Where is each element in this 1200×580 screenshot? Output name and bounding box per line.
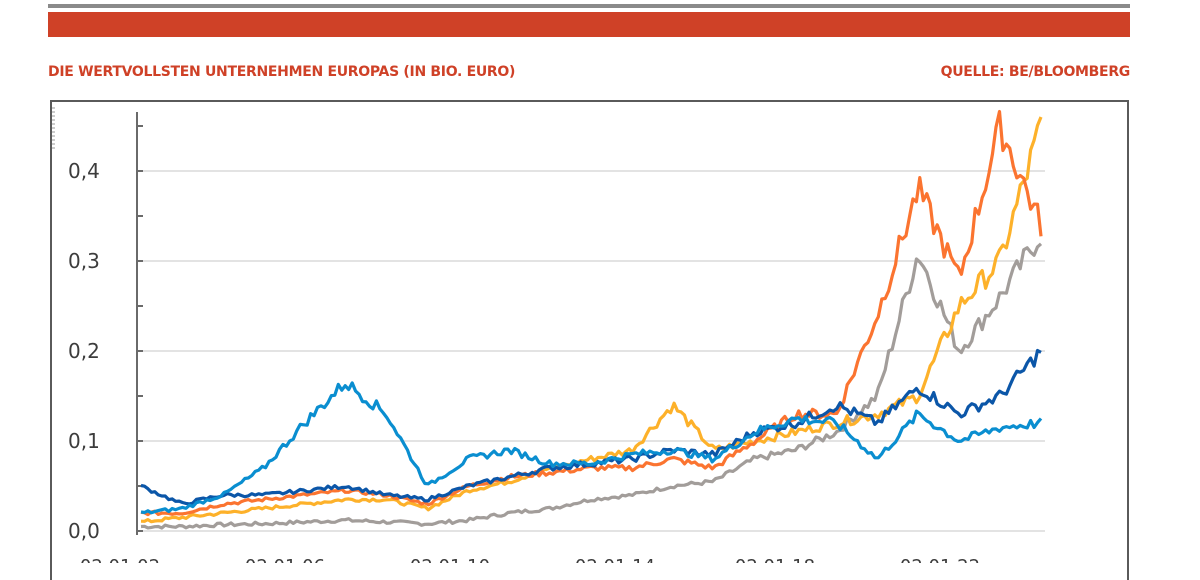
y-tick-label: 0,4 xyxy=(68,159,100,183)
chart-title: DIE WERTVOLLSTEN UNTERNEHMEN EUROPAS (IN… xyxy=(48,64,516,80)
x-tick-label: 02.01.22 xyxy=(900,556,980,563)
x-tick-label: 02.01.18 xyxy=(735,556,815,563)
series-line-gray xyxy=(140,242,1043,530)
chart-frame xyxy=(50,100,1129,580)
y-tick-label: 0,1 xyxy=(68,429,100,453)
y-tick-label: 0,2 xyxy=(68,339,100,363)
x-tick-label: 02.01.14 xyxy=(575,556,655,563)
series-lines xyxy=(140,109,1043,530)
chart-source: QUELLE: BE/BLOOMBERG xyxy=(940,64,1131,80)
y-tick-label: 0,0 xyxy=(68,519,100,543)
top-rule xyxy=(48,4,1130,8)
x-axis: 02.01.02 02.01.06 02.01.10 02.01.14 02.01.18… xyxy=(80,556,980,563)
header-banner xyxy=(48,12,1130,37)
y-tick-label: 0,3 xyxy=(68,249,100,273)
x-tick-label: 02.01.10 xyxy=(410,556,490,563)
x-tick-label: 02.01.02 xyxy=(80,556,160,563)
x-tick-label: 02.01.06 xyxy=(245,556,325,563)
series-line-yellow xyxy=(140,116,1043,524)
line-chart: 0,0 0,1 0,2 0,3 0,4 02.01.02 02.01.06 02.01.10… xyxy=(52,107,1045,563)
series-line-light-blue xyxy=(140,381,1043,515)
y-axis: 0,0 0,1 0,2 0,3 0,4 xyxy=(52,107,143,543)
